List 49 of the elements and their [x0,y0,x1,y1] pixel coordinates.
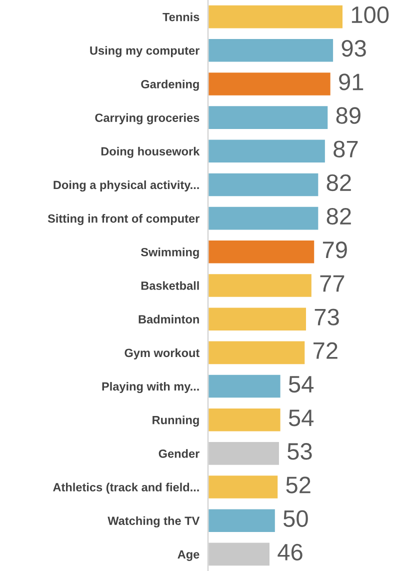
bar [208,373,282,400]
y-tick-label: Using my computer [90,46,200,58]
y-tick-label: Basketball [141,281,199,290]
y-tick-label: Watching the TV [108,516,200,528]
bar [208,340,306,366]
data-label: 89 [336,107,360,124]
bar [208,138,326,164]
data-label: 53 [288,443,312,460]
bar [208,172,320,198]
y-tick-label: Gym workout [124,348,200,360]
y-tick-label: Gardening [141,80,199,91]
y-tick-label: Carrying groceries [95,113,200,124]
data-label: 50 [283,510,308,527]
y-tick-label: Badminton [138,314,199,324]
y-tick-label: Gender [158,449,200,458]
bar [208,71,332,97]
bar [208,306,308,332]
data-label: 46 [278,544,302,561]
data-label: 93 [342,40,366,57]
y-tick-label: Athletics (track and field... [53,482,199,494]
bar [208,239,316,265]
bar [208,104,330,130]
data-label: 73 [314,308,339,326]
data-label: 52 [286,476,310,494]
data-label: 87 [334,140,358,158]
bar [208,38,334,64]
y-tick-label: Swimming [140,248,199,259]
bar [208,4,344,30]
y-tick-label: Sitting in front of computer [48,214,200,226]
bar [208,508,276,534]
data-label: 100 [352,6,389,24]
data-label: 82 [326,174,351,192]
y-tick-label: Tennis [162,12,200,22]
y-tick-label: Playing with my... [102,382,199,394]
y-tick-label: Doing a physical activity... [54,180,199,192]
data-label: 54 [288,376,314,393]
bar [208,272,313,298]
data-label: 91 [339,74,364,90]
bar [208,474,280,500]
y-tick-label: Running [152,416,199,427]
data-label: 79 [322,242,347,258]
data-label: 54 [288,410,314,426]
data-label: 77 [320,275,344,292]
y-tick-label: Age [178,550,200,561]
y-tick-label: Doing housework [101,146,200,158]
data-label: 82 [326,208,351,225]
data-label: 72 [314,342,338,359]
bar [208,206,320,232]
bar [208,407,282,433]
